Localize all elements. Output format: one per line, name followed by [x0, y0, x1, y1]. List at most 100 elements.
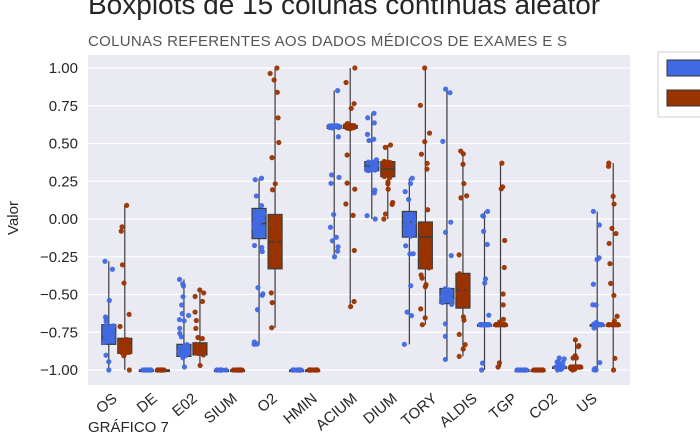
data-point [559, 364, 565, 370]
data-point [460, 151, 466, 157]
box-group [138, 367, 154, 373]
data-point [407, 180, 414, 187]
data-point [273, 230, 279, 236]
data-point [502, 237, 508, 244]
data-point [194, 347, 200, 353]
data-point [417, 102, 423, 108]
data-point [539, 367, 545, 373]
data-point [387, 174, 393, 181]
data-point [456, 331, 462, 337]
data-point [327, 224, 334, 230]
data-point [609, 225, 615, 231]
data-point [181, 318, 187, 324]
data-point [348, 105, 354, 111]
data-point [369, 165, 375, 172]
data-point [123, 350, 129, 356]
data-point [180, 283, 187, 289]
data-point [335, 88, 341, 94]
data-point [606, 240, 612, 247]
data-point [387, 171, 394, 177]
data-point [261, 211, 267, 217]
data-point [371, 120, 377, 126]
data-point [109, 266, 115, 272]
data-point [267, 70, 273, 77]
data-point [260, 226, 266, 232]
data-point [422, 139, 428, 145]
data-point [422, 65, 428, 71]
data-point [256, 227, 262, 233]
data-point [181, 364, 188, 370]
data-point [331, 254, 338, 260]
data-point [106, 359, 112, 365]
data-point [269, 226, 275, 232]
data-point [126, 367, 132, 373]
data-point [124, 202, 130, 209]
x-tick-label: E02 [169, 390, 200, 420]
data-point [418, 151, 425, 157]
data-point [606, 322, 612, 328]
data-point [350, 212, 356, 218]
data-point [333, 234, 339, 240]
box-group [514, 367, 530, 373]
x-tick-label: TORY [398, 390, 440, 429]
y-tick-labels: 1.00 0.75 0.50 0.25 0.00 −0.25 −0.50 −0.75 −1.00 [40, 60, 78, 379]
data-point [605, 163, 612, 169]
data-point [159, 367, 166, 373]
data-point [461, 180, 467, 187]
data-point [460, 346, 466, 352]
data-point [365, 115, 371, 121]
data-point [408, 283, 414, 289]
data-point [464, 193, 470, 199]
data-point [344, 123, 350, 129]
data-point [442, 321, 449, 327]
data-point [331, 211, 337, 218]
x-tick-label: ACIUM [313, 390, 361, 432]
data-point [460, 292, 466, 298]
data-point [462, 342, 468, 348]
data-point [223, 367, 229, 373]
x-tick-label: OS [93, 390, 121, 417]
data-point [109, 326, 115, 332]
data-point [119, 224, 125, 230]
y-tick-label: 0.50 [49, 136, 78, 153]
data-point [425, 207, 431, 213]
boxes-layer [101, 65, 621, 373]
data-point [460, 161, 466, 167]
data-point [269, 259, 275, 266]
data-point [253, 193, 259, 199]
data-point [577, 364, 584, 370]
data-point [442, 333, 448, 339]
data-point [461, 317, 467, 323]
data-point [119, 349, 125, 355]
data-point [257, 218, 263, 225]
data-point [336, 174, 342, 180]
data-point [590, 208, 597, 215]
data-point [259, 244, 265, 251]
data-point [419, 275, 425, 281]
data-point [407, 233, 413, 239]
data-point [500, 291, 506, 297]
data-point [352, 65, 358, 71]
data-point [371, 136, 377, 142]
data-point [409, 175, 415, 181]
data-point [276, 139, 282, 146]
data-point [480, 228, 487, 234]
data-point [119, 262, 126, 268]
data-point [336, 124, 342, 131]
data-point [461, 283, 467, 289]
data-point [479, 367, 485, 373]
box-group [568, 337, 584, 373]
data-point [459, 287, 465, 293]
data-point [402, 189, 408, 195]
data-point [590, 281, 597, 287]
data-point [117, 339, 123, 345]
data-point [192, 309, 198, 315]
data-point [179, 302, 185, 308]
data-point [614, 313, 620, 319]
data-point [122, 345, 128, 351]
data-point [230, 367, 237, 373]
data-point [179, 353, 186, 359]
data-point [458, 195, 464, 201]
data-point [193, 341, 199, 348]
data-point [556, 355, 562, 361]
